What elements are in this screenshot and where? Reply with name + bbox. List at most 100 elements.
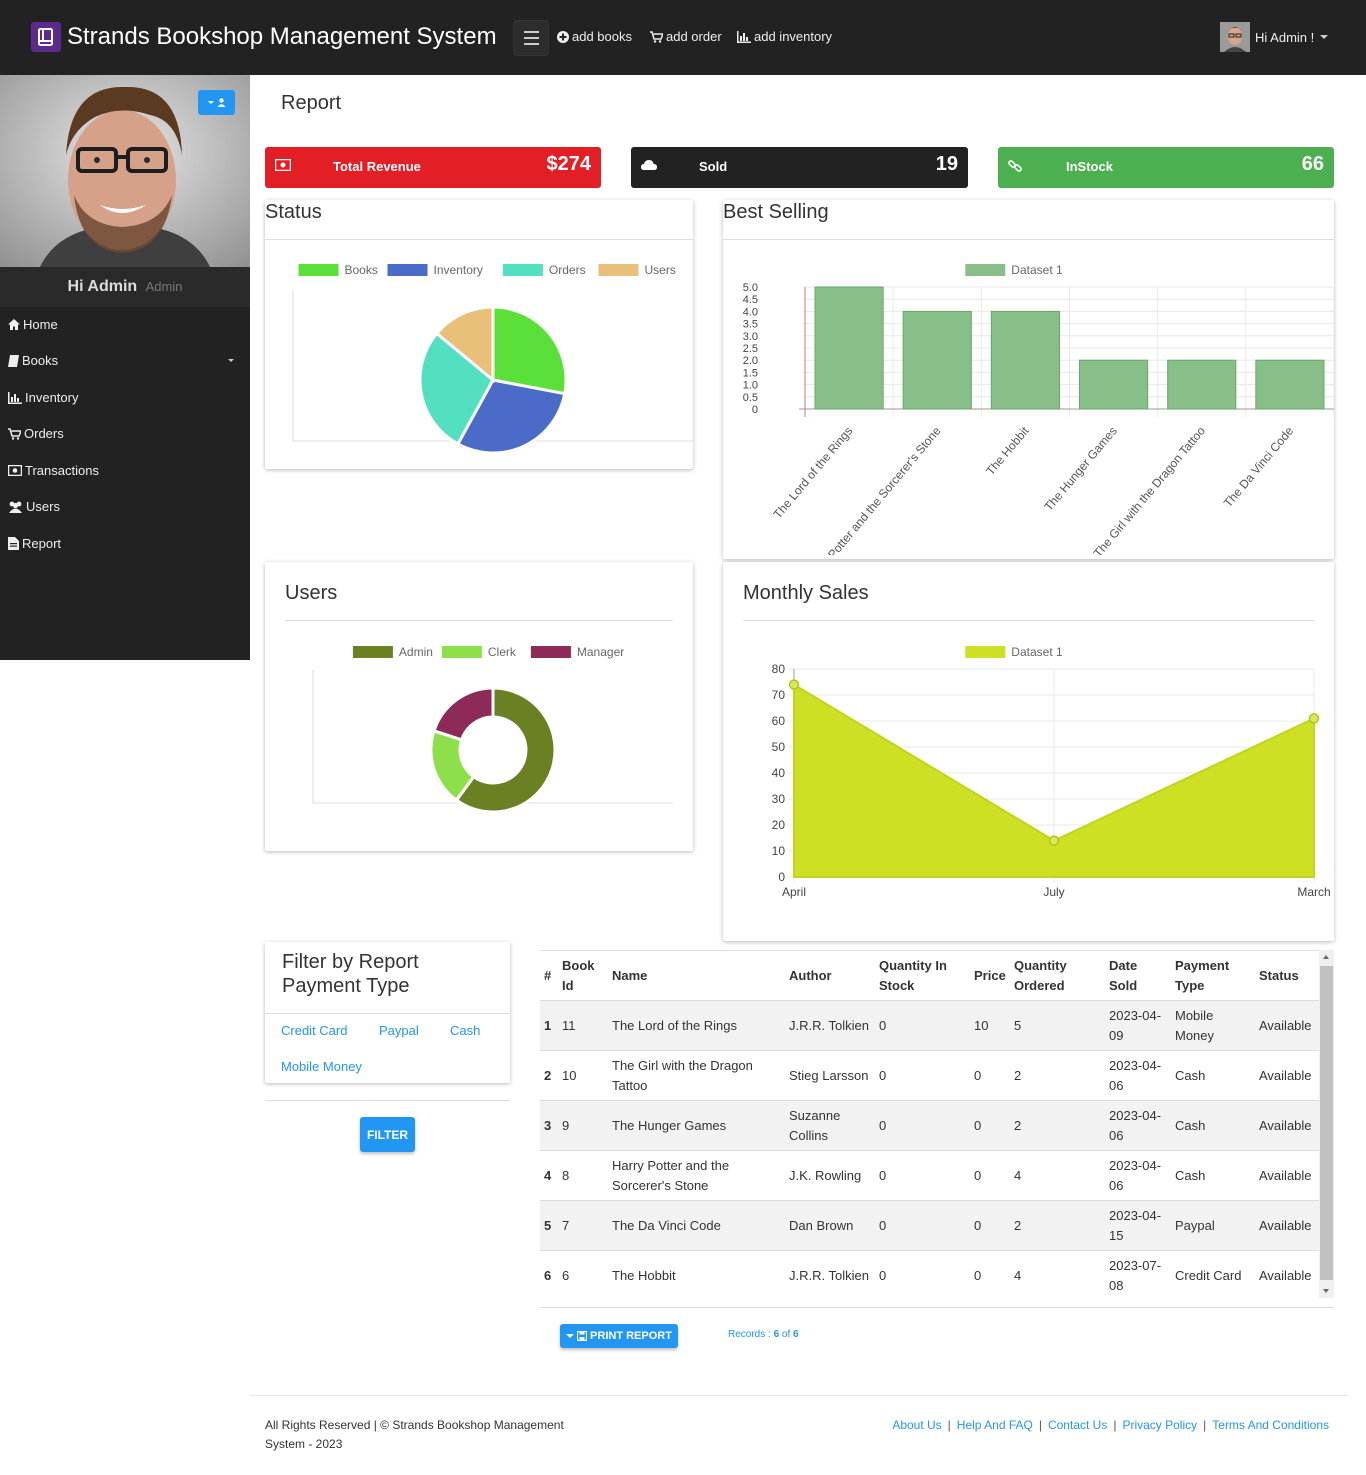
sidebar-item-label: Inventory: [25, 390, 79, 405]
sold-label: Sold: [699, 159, 728, 174]
y-tick-label: 0: [752, 404, 758, 416]
col-header[interactable]: Quantity Ordered: [1010, 950, 1105, 1001]
cell: 5: [1010, 1000, 1105, 1051]
sidebar-user-info: Hi Admin Admin: [0, 267, 250, 307]
user-menu[interactable]: Hi Admin !: [1220, 22, 1329, 52]
cell: 2023-04-06: [1105, 1100, 1171, 1151]
cell: 4: [1010, 1250, 1105, 1298]
sidebar-item-label: Orders: [24, 426, 64, 441]
y-tick-label: 30: [772, 792, 786, 806]
col-header[interactable]: Name: [608, 950, 785, 1001]
cell: Mobile Money: [1171, 1000, 1255, 1051]
col-header[interactable]: Book Id: [558, 950, 608, 1001]
data-point: [1048, 835, 1060, 846]
col-header[interactable]: #: [540, 950, 558, 1001]
table-row[interactable]: 3 9 The Hunger Games Suzanne Collins 0 0…: [540, 1100, 1320, 1151]
cell: J.K. Rowling: [785, 1150, 875, 1201]
cell: 3: [540, 1100, 558, 1151]
terms-link[interactable]: Terms And Conditions: [1212, 1418, 1329, 1432]
app-title: Strands Bookshop Management System: [67, 23, 497, 50]
col-header[interactable]: Quantity In Stock: [875, 950, 970, 1001]
cell: Available: [1255, 1000, 1320, 1051]
table-row[interactable]: 4 8 Harry Potter and the Sorcerer's Ston…: [540, 1150, 1320, 1201]
scroll-up-icon[interactable]: [1323, 955, 1329, 959]
sidebar-item-label: Books: [22, 353, 59, 368]
cell: 2: [1010, 1050, 1105, 1101]
plus-circle-icon: [557, 30, 569, 43]
add-inventory-link[interactable]: add inventory: [737, 29, 832, 44]
cell: 2023-07-08: [1105, 1250, 1171, 1298]
avatar: [1220, 22, 1250, 52]
money-icon: [8, 465, 22, 476]
col-header[interactable]: Status: [1255, 950, 1320, 1001]
legend-swatch: [298, 264, 339, 276]
slice-admin: [454, 686, 557, 814]
col-header[interactable]: Author: [785, 950, 875, 1001]
profile-dropdown-button[interactable]: [198, 90, 235, 115]
cell: 0: [875, 1100, 970, 1151]
cell: Available: [1255, 1100, 1320, 1151]
cell: 0: [970, 1050, 1010, 1101]
filter-card: Filter by Report Payment Type Credit Car…: [265, 942, 510, 1083]
filter-cash-link[interactable]: Cash: [450, 1023, 481, 1038]
x-tick-label: July: [1043, 885, 1064, 899]
sidebar-item-books[interactable]: Books: [8, 353, 240, 368]
col-header[interactable]: Price: [970, 950, 1010, 1001]
sidebar-item-label: Home: [23, 317, 58, 332]
cart-icon: [650, 30, 663, 43]
help-faq-link[interactable]: Help And FAQ: [956, 1418, 1033, 1432]
cell: Cash: [1171, 1150, 1255, 1201]
contact-us-link[interactable]: Contact Us: [1047, 1418, 1108, 1432]
filter-credit-card-link[interactable]: Credit Card: [281, 1023, 348, 1038]
menu-toggle-button[interactable]: [513, 20, 549, 56]
sold-value: 19: [935, 153, 958, 175]
print-report-label: PRINT REPORT: [590, 1330, 672, 1342]
add-books-link[interactable]: add books: [557, 29, 632, 44]
data-point: [788, 679, 800, 690]
sidebar-item-users[interactable]: Users: [8, 499, 240, 514]
about-us-link[interactable]: About Us: [892, 1418, 942, 1432]
x-tick-label: The Lord of the Rings: [770, 424, 855, 521]
table-scrollbar[interactable]: [1319, 950, 1334, 1298]
sidebar-item-inventory[interactable]: Inventory: [8, 390, 240, 405]
best-selling-card-title: Best Selling: [723, 201, 829, 223]
sidebar-item-home[interactable]: Home: [8, 317, 240, 332]
table-row[interactable]: 5 7 The Da Vinci Code Dan Brown 0 0 2 20…: [540, 1200, 1320, 1251]
sidebar-item-report[interactable]: Report: [8, 536, 240, 551]
total-revenue-label: Total Revenue: [333, 159, 421, 174]
privacy-policy-link[interactable]: Privacy Policy: [1122, 1418, 1198, 1432]
table-row[interactable]: 6 6 The Hobbit J.R.R. Tolkien 0 0 4 2023…: [540, 1250, 1320, 1298]
sidebar-item-label: Transactions: [25, 463, 99, 478]
filter-mobile-money-link[interactable]: Mobile Money: [281, 1059, 362, 1074]
users-icon: [9, 501, 22, 513]
y-tick-label: 10: [772, 844, 786, 858]
add-order-link[interactable]: add order: [650, 29, 722, 44]
chart-legend: Dataset 1: [965, 645, 1063, 659]
instock-value: 66: [1301, 153, 1324, 175]
cell: 10: [558, 1050, 608, 1101]
col-header[interactable]: Date Sold: [1105, 950, 1171, 1001]
scroll-down-icon[interactable]: [1323, 1289, 1329, 1293]
cell: The Hunger Games: [608, 1100, 785, 1151]
table-row[interactable]: 1 11 The Lord of the Rings J.R.R. Tolkie…: [540, 1000, 1320, 1051]
sidebar-item-orders[interactable]: Orders: [8, 426, 240, 441]
col-header[interactable]: Payment Type: [1171, 950, 1255, 1001]
legend-label: Manager: [577, 645, 624, 659]
monthly-sales-card-title: Monthly Sales: [743, 582, 869, 604]
sidebar-item-transactions[interactable]: Transactions: [8, 463, 240, 478]
table-row[interactable]: 2 10 The Girl with the Dragon Tattoo Sti…: [540, 1050, 1320, 1101]
brand[interactable]: Strands Bookshop Management System: [31, 22, 497, 52]
link-icon: [1008, 160, 1022, 172]
scrollbar-thumb[interactable]: [1320, 966, 1333, 1280]
print-report-button[interactable]: PRINT REPORT: [560, 1324, 678, 1348]
bar: [1255, 359, 1325, 410]
records-count: Records : 6 of 6: [728, 1329, 799, 1340]
cell: 0: [875, 1200, 970, 1251]
filter-paypal-link[interactable]: Paypal: [379, 1023, 419, 1038]
y-tick-label: 5.0: [743, 282, 758, 294]
cell: 6: [558, 1250, 608, 1298]
records-shown: 6: [773, 1329, 780, 1340]
cell: 0: [875, 1050, 970, 1101]
filter-button[interactable]: FILTER: [360, 1117, 415, 1152]
y-tick-label: 3.5: [743, 319, 758, 331]
